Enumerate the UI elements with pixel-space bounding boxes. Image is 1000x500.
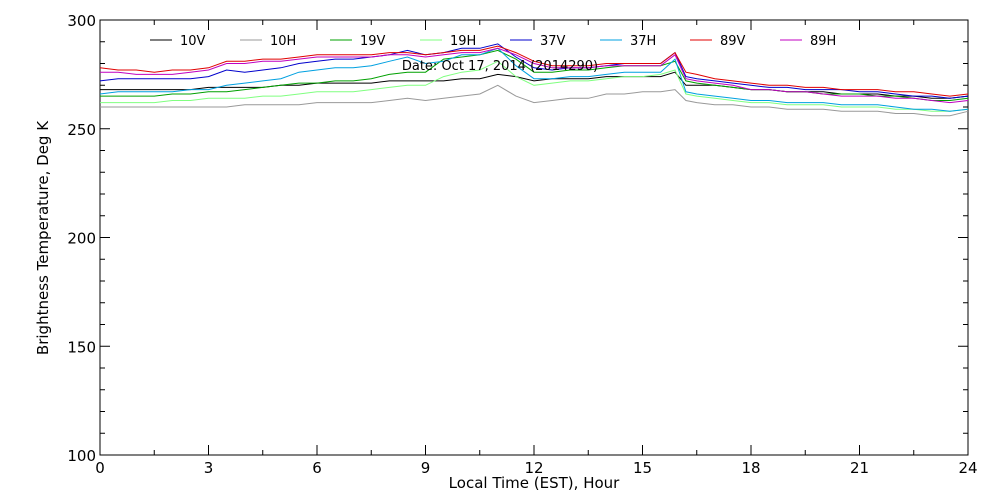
- series-line-37h: [99, 47, 969, 112]
- legend-label-10h: 10H: [270, 34, 296, 49]
- y-tick-label: 250: [67, 121, 96, 139]
- legend-label-37v: 37V: [540, 34, 566, 49]
- x-tick-label: 12: [524, 459, 543, 477]
- x-tick-label: 9: [421, 459, 431, 477]
- x-tick-label: 24: [958, 459, 977, 477]
- x-tick-label: 21: [850, 459, 869, 477]
- y-tick-label: 300: [67, 12, 96, 30]
- legend-label-89v: 89V: [720, 34, 746, 49]
- series-layer: [99, 43, 969, 117]
- y-axis-title: Brightness Temperature, Deg K: [34, 120, 52, 355]
- series-line-89v: [99, 45, 969, 97]
- x-axis-title: Local Time (EST), Hour: [449, 474, 620, 492]
- series-line-10v: [100, 71, 969, 99]
- legend-label-19v: 19V: [360, 34, 386, 49]
- legend-label-10v: 10V: [180, 34, 206, 49]
- x-tick-label: 0: [95, 459, 105, 477]
- series-line-19v: [100, 49, 969, 101]
- date-annotation: Date: Oct 17, 2014 (2014290): [402, 59, 598, 74]
- series-line-89h: [100, 47, 969, 104]
- legend-label-89h: 89H: [810, 34, 836, 49]
- y-tick-label: 150: [67, 338, 96, 356]
- x-tick-label: 3: [204, 459, 214, 477]
- y-tick-label: 200: [67, 230, 96, 248]
- x-tick-label: 6: [312, 459, 322, 477]
- series-line-37v: [99, 43, 969, 99]
- y-tick-label: 100: [67, 447, 96, 465]
- series-line-19h: [100, 60, 969, 112]
- legend-label-19h: 19H: [450, 34, 476, 49]
- legend-label-37h: 37H: [630, 34, 656, 49]
- x-tick-label: 15: [633, 459, 652, 477]
- series-line-10h: [100, 84, 969, 117]
- legend: 10V 10H 19V 19H 37V 37H 89V 89H: [150, 34, 836, 49]
- x-tick-label: 18: [741, 459, 760, 477]
- axis-ticks: 0 3 6 9 12 15 18 21 24 100 150 200 250 300: [67, 12, 977, 477]
